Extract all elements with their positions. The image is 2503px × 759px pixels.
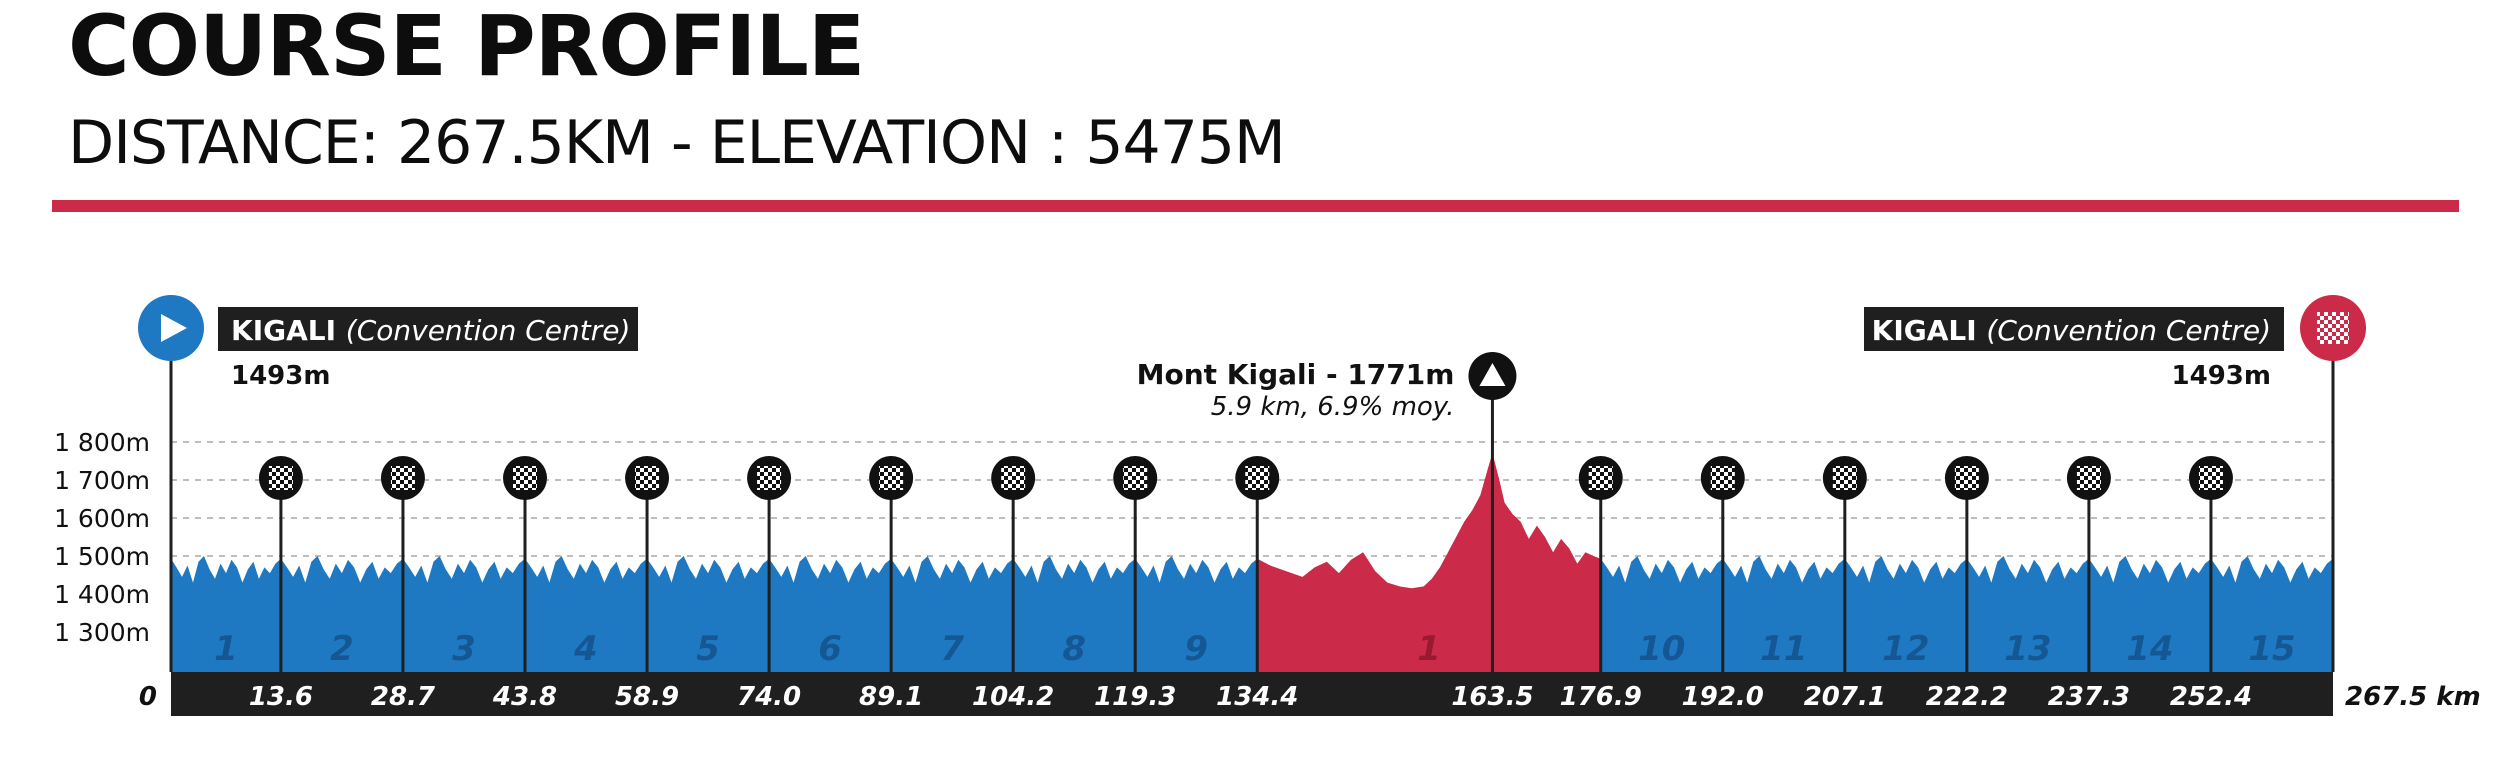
checkered-flag-icon bbox=[635, 466, 660, 490]
x-tick-label: 237.3 bbox=[2048, 682, 2130, 712]
checkered-flag-icon bbox=[879, 466, 904, 490]
profile-areas bbox=[171, 453, 2333, 672]
x-axis-bar bbox=[171, 672, 2333, 716]
segment-label: 7 bbox=[940, 629, 964, 669]
segment-label: 9 bbox=[1184, 629, 1208, 669]
x-tick-label: 252.4 bbox=[2170, 682, 2252, 712]
checkered-flag-icon bbox=[1832, 466, 1857, 490]
segment-label: 1 bbox=[1417, 629, 1441, 669]
start-location-box bbox=[218, 307, 638, 351]
segment-labels: 1 2 3 4 5 6 7 8 9 1 10 11 12 13 14 15 bbox=[214, 629, 2296, 669]
checkered-flag-icon bbox=[2317, 312, 2349, 344]
segment-label: 8 bbox=[1062, 629, 1086, 669]
checkered-flag-icon bbox=[1954, 466, 1979, 490]
x-tick-label: 104.2 bbox=[972, 682, 1054, 712]
lap-area bbox=[891, 556, 1014, 672]
x-tick-label: 192.0 bbox=[1682, 682, 1764, 712]
x-tick-label: 134.4 bbox=[1216, 682, 1298, 712]
x-tick-label: 207.1 bbox=[1804, 682, 1886, 712]
checkered-flag-icon bbox=[513, 466, 538, 490]
checkered-flag-icon bbox=[1123, 466, 1148, 490]
lap-area bbox=[171, 556, 281, 672]
segment-label: 13 bbox=[2004, 629, 2051, 669]
page-title: COURSE PROFILE bbox=[68, 0, 865, 95]
y-tick-label: 1 800m bbox=[54, 428, 150, 457]
distance-text: DISTANCE: 267.5KM bbox=[68, 108, 654, 178]
y-tick-label: 1 600m bbox=[54, 504, 150, 533]
checkered-flag-icon bbox=[1710, 466, 1735, 490]
checkered-flag-icon bbox=[1245, 466, 1270, 490]
x-tick-label: 43.8 bbox=[492, 682, 557, 712]
x-tick-label: 119.3 bbox=[1094, 682, 1176, 712]
lap-area bbox=[2210, 556, 2333, 672]
x-tick-label: 176.9 bbox=[1560, 682, 1642, 712]
y-tick-label: 1 700m bbox=[54, 466, 150, 495]
x-tick-label: 58.9 bbox=[615, 682, 679, 712]
annotations: KIGALI (Convention Centre) 1493m KIGALI (C… bbox=[138, 295, 2366, 672]
lap-area bbox=[1600, 556, 1723, 672]
x-tick-label: 0 bbox=[139, 682, 157, 712]
elevation-text: ELEVATION : 5475M bbox=[709, 108, 1286, 178]
checkered-flag-icon bbox=[268, 466, 293, 490]
segment-label: 6 bbox=[818, 629, 842, 669]
y-tick-label: 1 500m bbox=[54, 542, 150, 571]
lap-area bbox=[280, 556, 403, 672]
checkered-flag-icon bbox=[1001, 466, 1026, 490]
start-elevation: 1493m bbox=[231, 361, 330, 391]
start-location-label: KIGALI (Convention Centre) bbox=[231, 314, 630, 347]
y-axis-labels: 1 300m 1 400m 1 500m 1 600m 1 700m 1 800m bbox=[54, 428, 150, 647]
x-tick-label: 13.6 bbox=[249, 682, 313, 712]
course-summary: DISTANCE: 267.5KM - ELEVATION : 5475M bbox=[68, 108, 1286, 178]
lap-area bbox=[647, 556, 770, 672]
segment-label: 5 bbox=[696, 629, 720, 669]
lap-area bbox=[1722, 556, 1845, 672]
lap-area bbox=[1013, 556, 1136, 672]
y-tick-label: 1 300m bbox=[54, 618, 150, 647]
lap-area bbox=[769, 556, 892, 672]
mountain-icon bbox=[1479, 363, 1506, 386]
x-tick-label: 267.5 km bbox=[2345, 682, 2481, 712]
segment-label: 15 bbox=[2248, 629, 2295, 669]
segment-label: 14 bbox=[2126, 629, 2173, 669]
segment-label: 3 bbox=[452, 629, 476, 669]
lap-markers bbox=[258, 456, 2233, 672]
finish-elevation: 1493m bbox=[2172, 361, 2271, 391]
lap-area bbox=[525, 556, 648, 672]
segment-label: 11 bbox=[1760, 629, 1807, 669]
x-tick-label: 222.2 bbox=[1926, 682, 2008, 712]
segment-label: 12 bbox=[1882, 629, 1929, 669]
checkered-flag-icon bbox=[2076, 466, 2101, 490]
x-tick-label: 74.0 bbox=[737, 682, 801, 712]
summit-detail: 5.9 km, 6.9% moy. bbox=[1211, 392, 1455, 422]
climb-area bbox=[1257, 453, 1601, 672]
x-tick-label: 163.5 bbox=[1451, 682, 1533, 712]
finish-location-label: KIGALI (Convention Centre) bbox=[1872, 314, 2271, 347]
lap-area bbox=[402, 556, 526, 672]
lap-area bbox=[1844, 556, 1967, 672]
lap-area bbox=[1966, 556, 2089, 672]
checkered-flag-icon bbox=[2198, 466, 2223, 490]
segment-label: 10 bbox=[1638, 629, 1685, 669]
checkered-flag-icon bbox=[390, 466, 415, 490]
segment-label: 2 bbox=[330, 629, 354, 669]
lap-area bbox=[1135, 556, 1258, 672]
summit-name: Mont Kigali - 1771m bbox=[1137, 358, 1455, 391]
x-tick-label: 28.7 bbox=[371, 682, 436, 712]
segment-label: 1 bbox=[214, 629, 238, 669]
x-tick-label: 89.1 bbox=[859, 682, 923, 712]
finish-location-box bbox=[1864, 307, 2284, 351]
x-axis-bar: 0 13.6 28.7 43.8 58.9 74.0 89.1 104.2 119.3 134.4… bbox=[139, 672, 2481, 716]
checkered-flag-icon bbox=[757, 466, 782, 490]
segment-label: 4 bbox=[573, 629, 598, 669]
lap-area bbox=[2088, 556, 2211, 672]
y-tick-label: 1 400m bbox=[54, 580, 150, 609]
checkered-flag-icon bbox=[1588, 466, 1613, 490]
accent-rule bbox=[52, 200, 2459, 212]
play-icon bbox=[161, 314, 187, 342]
summary-separator: - bbox=[670, 108, 693, 178]
